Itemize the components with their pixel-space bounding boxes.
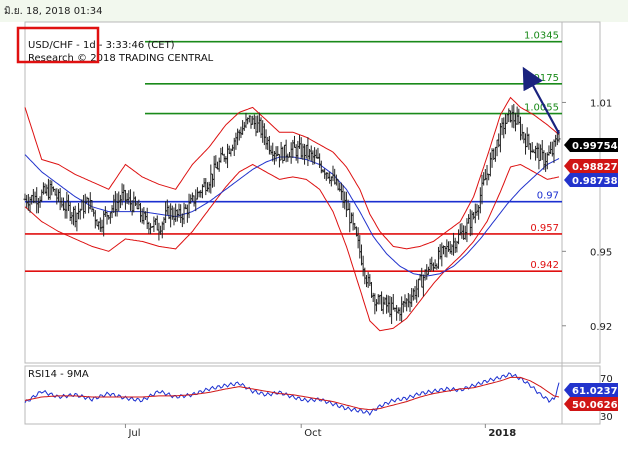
x-tick-label: Oct: [304, 428, 321, 439]
last-value-tag: 0.98827: [564, 159, 618, 173]
x-tick-label: 2018: [488, 428, 516, 439]
rsi-y-tick-label: 30: [600, 412, 613, 423]
copyright-text: Research © 2018 TRADING CENTRAL: [28, 53, 214, 64]
last-value-text: 0.99754: [572, 141, 618, 152]
bollinger-lower-line: [24, 163, 560, 332]
last-value-text: 0.98738: [572, 176, 618, 187]
level-label: 0.97: [537, 191, 559, 202]
last-value-tag-box: [564, 138, 618, 152]
rsi-last-value-box: [564, 383, 618, 397]
level-label: 0.957: [530, 223, 559, 234]
forecast-arrow: [522, 66, 560, 134]
y-tick-label: 0.92: [590, 322, 612, 333]
rsi-title: RSI14 - 9MA: [28, 369, 89, 380]
rsi-last-value-box: [564, 397, 618, 411]
rsi-y-tick-label: 70: [600, 374, 613, 385]
rsi-last-value-tag: 61.0237: [564, 383, 618, 397]
y-tick-label: 0.95: [590, 247, 612, 258]
level-label: 0.942: [530, 260, 559, 271]
instrument-title: USD/CHF - 1d - 3:33:46 (CET): [28, 40, 175, 51]
last-value-text: 0.98827: [572, 162, 618, 173]
top-status-bar: มิ.ย. 18, 2018 01:34: [0, 0, 628, 22]
bollinger-upper-line: [24, 96, 560, 250]
rsi-line: [24, 372, 560, 416]
y-tick-label: 1.01: [590, 98, 612, 109]
level-label: 1.0055: [524, 103, 559, 114]
x-tick-label: Jul: [127, 428, 140, 439]
last-value-tag: 0.99754: [564, 138, 618, 152]
last-value-tag: 0.98738: [564, 173, 618, 187]
rsi-ma-line: [24, 376, 560, 411]
rsi-last-value-tag: 50.0626: [564, 397, 618, 411]
highlight-box: [16, 26, 100, 64]
level-label: 1.0345: [524, 31, 559, 42]
rsi-last-value-text: 50.0626: [572, 400, 618, 411]
rsi-last-value-text: 61.0237: [572, 386, 618, 397]
last-value-tag-box: [564, 173, 618, 187]
top-status-text: มิ.ย. 18, 2018 01:34: [4, 6, 103, 17]
last-value-tag-box: [564, 159, 618, 173]
price-panel-frame: [24, 21, 601, 364]
